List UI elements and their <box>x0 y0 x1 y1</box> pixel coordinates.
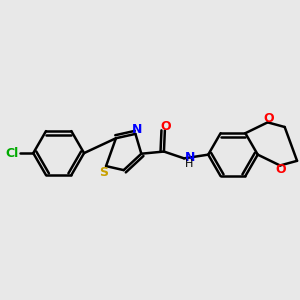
Text: S: S <box>99 166 108 179</box>
Text: H: H <box>185 159 194 169</box>
Text: O: O <box>160 120 171 133</box>
Text: N: N <box>131 123 142 136</box>
Text: Cl: Cl <box>6 147 19 160</box>
Text: N: N <box>185 151 195 164</box>
Text: O: O <box>276 163 286 176</box>
Text: O: O <box>263 112 274 124</box>
